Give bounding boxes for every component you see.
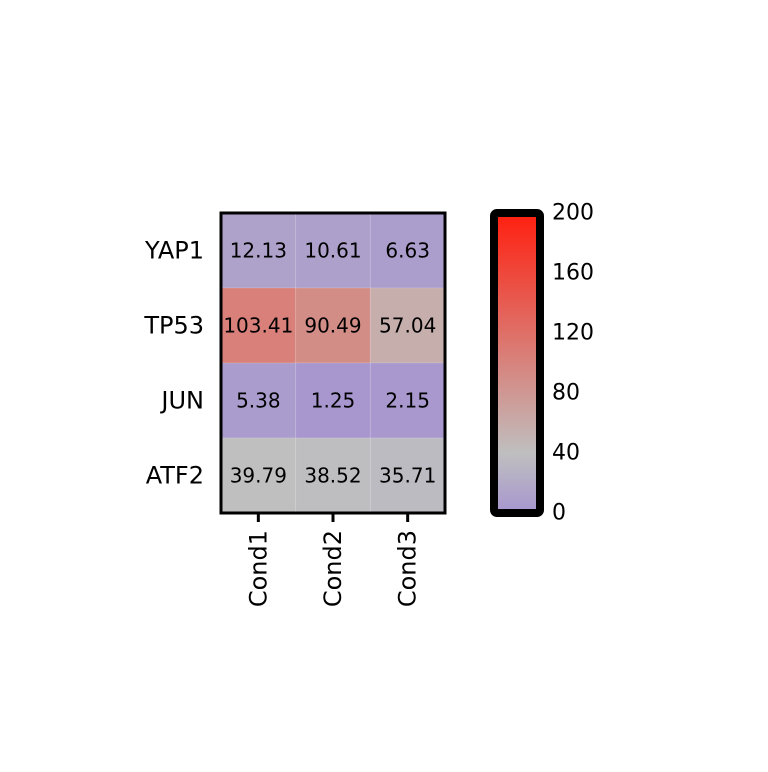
column-labels: Cond1 Cond2 Cond3: [244, 514, 422, 607]
heatmap-frame: [219, 211, 447, 515]
cell-value-label: 90.49: [304, 314, 361, 338]
cell-value-label: 39.79: [230, 464, 287, 488]
heatmap-cell: [369, 437, 446, 514]
colorbar-tick-label: 80: [552, 381, 580, 406]
row-labels: YAP1 TP53 JUN ATF2: [143, 237, 204, 490]
colorbar-gradient: [490, 209, 544, 517]
row-label: TP53: [143, 312, 204, 340]
heatmap-cell: [220, 437, 297, 514]
row-label: YAP1: [144, 237, 204, 265]
heatmap-cell: [295, 212, 371, 289]
column-label: Cond3: [394, 530, 422, 607]
column-label: Cond1: [244, 530, 272, 607]
colorbar-tick-label: 0: [552, 501, 566, 526]
heatmap-cells: [220, 212, 446, 514]
row-label: JUN: [159, 387, 204, 415]
cell-value-label: 6.63: [385, 239, 430, 263]
cell-value-label: 10.61: [304, 239, 361, 263]
heatmap-cell: [220, 287, 297, 364]
cell-value-label: 57.04: [379, 314, 436, 338]
heatmap-cell: [220, 212, 297, 289]
colorbar-tick-label: 160: [552, 261, 594, 286]
cell-value-label: 38.52: [304, 464, 361, 488]
cell-value-label: 2.15: [385, 389, 430, 413]
colorbar-tick-label: 120: [552, 321, 594, 346]
heatmap-cell: [369, 287, 446, 364]
row-label: ATF2: [146, 462, 204, 490]
cell-value-label: 12.13: [230, 239, 287, 263]
colorbar-tick-label: 40: [552, 441, 580, 466]
heatmap-cell-labels: 12.13 10.61 6.63 103.41 90.49 57.04 5.38 1.25 2.…: [223, 239, 436, 488]
cell-value-label: 1.25: [311, 389, 356, 413]
cell-value-label: 35.71: [379, 464, 436, 488]
colorbar-tick-label: 200: [552, 201, 594, 226]
heatmap-cell: [295, 362, 371, 439]
column-label: Cond2: [319, 530, 347, 607]
colorbar-ticks: 0 40 80 120 160 200: [552, 201, 594, 526]
colorbar: [490, 209, 544, 517]
cell-value-label: 5.38: [236, 389, 281, 413]
cell-value-label: 103.41: [223, 314, 293, 338]
heatmap-cell: [295, 287, 371, 364]
